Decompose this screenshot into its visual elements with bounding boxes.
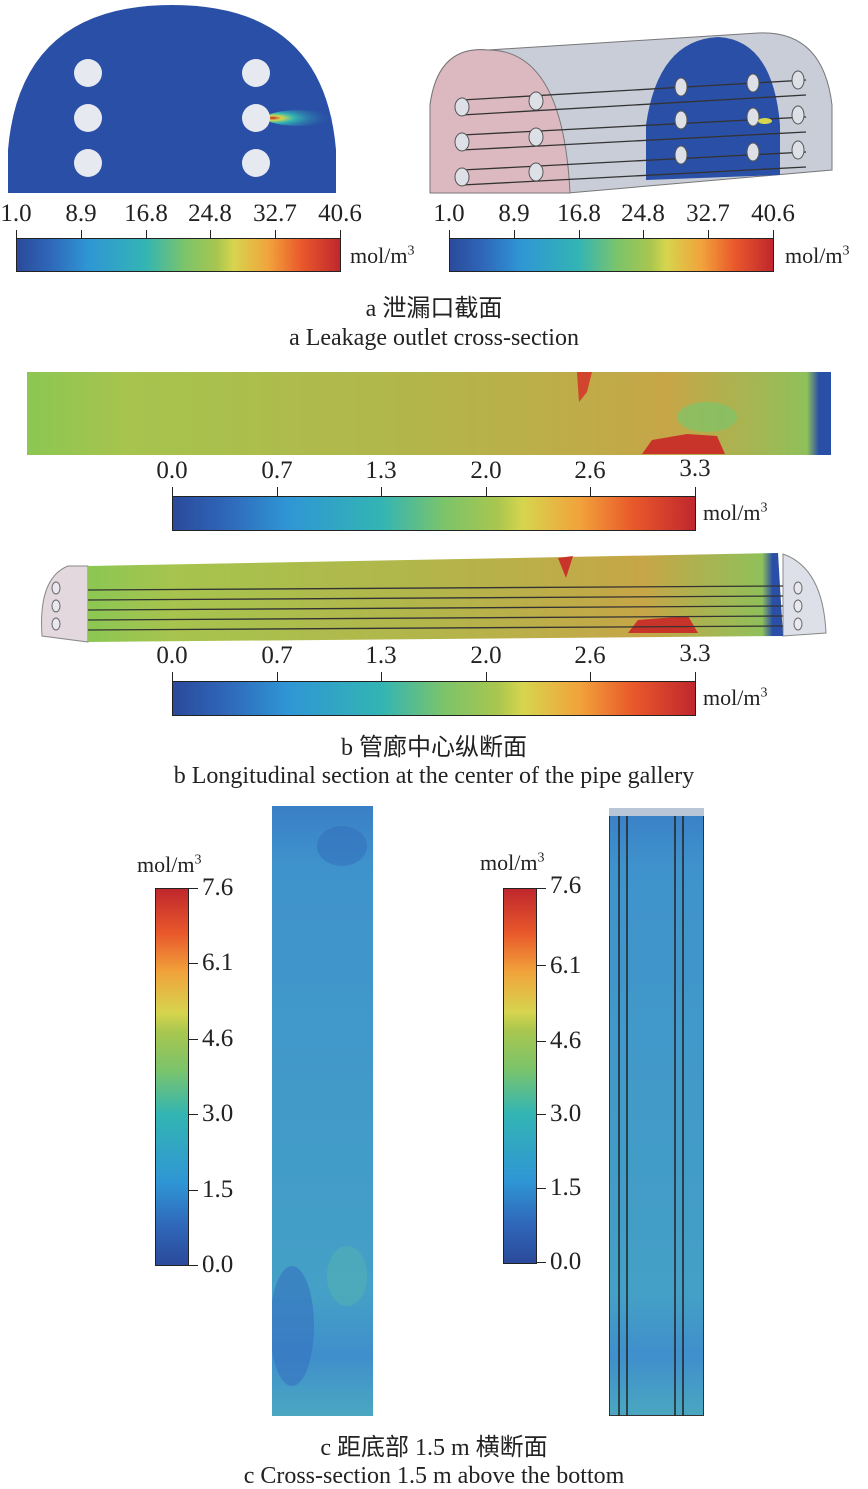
tick-label: 32.7 <box>686 200 730 227</box>
caption-c-en: c Cross-section 1.5 m above the bottom <box>243 1463 625 1489</box>
caption-b-cn: b 管廊中心纵断面 <box>341 735 527 761</box>
unit-label: mol/m3 <box>137 852 202 877</box>
tick-label: 3.0 <box>202 1100 234 1127</box>
horizontal-section-plot <box>272 806 373 1416</box>
tick-label: 0.0 <box>550 1248 582 1275</box>
tick-label: 0.7 <box>261 642 293 669</box>
pipes <box>618 808 684 1416</box>
tick-label: 2.0 <box>470 642 502 669</box>
tick-label: 1.0 <box>0 200 32 227</box>
colorbar-gradient <box>503 888 537 1264</box>
tick-label: 7.6 <box>550 872 582 899</box>
tick-label: 1.0 <box>433 200 465 227</box>
tick-label: 2.0 <box>470 457 502 484</box>
colorbar-gradient <box>172 681 696 716</box>
unit-label: mol/m3 <box>350 243 415 268</box>
tick-label: 2.6 <box>574 457 606 484</box>
unit-label: mol/m3 <box>480 850 545 875</box>
tick-label: 16.8 <box>557 200 601 227</box>
unit-label: mol/m3 <box>785 243 850 268</box>
tick-label: 0.0 <box>202 1251 234 1278</box>
caption-b-en: b Longitudinal section at the center of … <box>173 763 695 789</box>
caption-c-cn: c 距底部 1.5 m 横断面 <box>320 1435 548 1461</box>
tick-label: 6.1 <box>550 952 582 979</box>
tick-label: 6.1 <box>202 949 234 976</box>
colorbar-gradient <box>172 496 696 531</box>
tick-label: 40.6 <box>318 200 362 227</box>
tick-label: 1.3 <box>365 642 397 669</box>
longitudinal-3d-view <box>41 553 827 643</box>
tick-label: 3.3 <box>679 455 711 482</box>
tick-label: 16.8 <box>124 200 168 227</box>
tick-label: 24.8 <box>621 200 665 227</box>
leakage-cross-section-plot <box>8 5 336 193</box>
unit-label: mol/m3 <box>703 685 768 710</box>
tick-label: 2.6 <box>574 642 606 669</box>
tick-label: 0.7 <box>261 457 293 484</box>
tick-label: 24.8 <box>188 200 232 227</box>
pipe-ends <box>454 70 805 187</box>
tick-label: 0.0 <box>156 642 188 669</box>
tick-label: 1.5 <box>202 1176 234 1203</box>
longitudinal-section-plot <box>27 372 831 455</box>
caption-a-cn: a 泄漏口截面 <box>365 296 503 322</box>
tick-label: 32.7 <box>253 200 297 227</box>
leak-plume <box>266 110 334 126</box>
tick-label: 3.3 <box>679 640 711 667</box>
pipe-holes <box>74 59 270 177</box>
pipe-ends <box>51 581 803 631</box>
tick-label: 3.0 <box>550 1100 582 1127</box>
tick-label: 4.6 <box>550 1027 582 1054</box>
tick-label: 7.6 <box>202 874 234 901</box>
section-domain <box>8 5 336 193</box>
tick-label: 1.5 <box>550 1174 582 1201</box>
tick-label: 0.0 <box>156 457 188 484</box>
colorbar-gradient <box>155 888 189 1266</box>
tick-label: 4.6 <box>202 1025 234 1052</box>
caption-a-en: a Leakage outlet cross-section <box>289 325 579 351</box>
tick-label: 8.9 <box>65 200 97 227</box>
horizontal-section-3d-view <box>609 808 704 1416</box>
pipes <box>87 585 784 631</box>
colorbar-gradient <box>16 238 341 272</box>
tick-label: 1.3 <box>365 457 397 484</box>
tunnel-3d-view <box>429 32 833 194</box>
tick-label: 40.6 <box>751 200 795 227</box>
colorbar-gradient <box>449 238 774 272</box>
unit-label: mol/m3 <box>703 500 768 525</box>
tick-label: 8.9 <box>498 200 530 227</box>
